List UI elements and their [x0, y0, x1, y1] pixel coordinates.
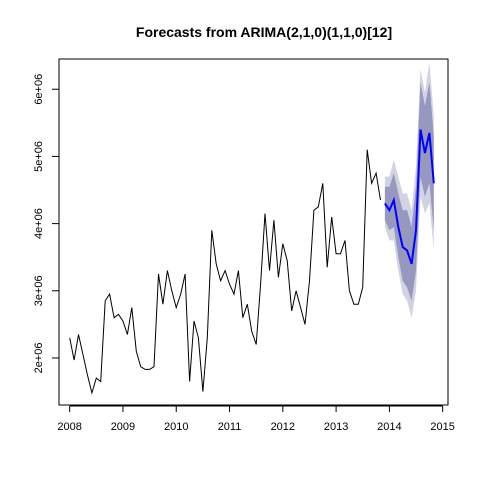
x-tick-label: 2008 [57, 421, 81, 433]
chart-title: Forecasts from ARIMA(2,1,0)(1,1,0)[12] [136, 24, 392, 40]
y-tick-label: 2e+06 [33, 343, 45, 374]
x-tick-label: 2010 [164, 421, 188, 433]
y-tick-label: 6e+06 [33, 74, 45, 105]
y-axis: 2e+06 3e+06 4e+06 5e+06 6e+06 [33, 74, 60, 374]
y-tick-label: 5e+06 [33, 141, 45, 172]
history-line [69, 149, 381, 395]
x-tick-label: 2013 [324, 421, 348, 433]
x-tick-label: 2014 [377, 421, 401, 433]
y-tick-label: 3e+06 [33, 275, 45, 306]
x-axis: 2008 2009 2010 2011 2012 2013 2014 2015 [57, 405, 455, 433]
x-tick-label: 2011 [218, 421, 242, 433]
x-tick-label: 2015 [430, 421, 454, 433]
forecast-line [384, 129, 435, 265]
x-tick-label: 2009 [111, 421, 135, 433]
forecast-series [384, 129, 435, 265]
history-series [69, 149, 381, 395]
y-tick-label: 4e+06 [33, 208, 45, 239]
x-tick-label: 2012 [271, 421, 295, 433]
